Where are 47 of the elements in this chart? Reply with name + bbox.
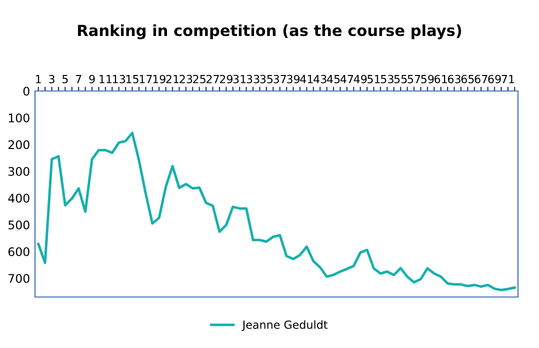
x-tick-label: 23 bbox=[180, 74, 192, 84]
y-tick-label: 700 bbox=[8, 274, 30, 283]
x-tick-label: 5 bbox=[62, 75, 68, 84]
x-tick-label: 55 bbox=[394, 75, 407, 84]
x-tick-label: 17 bbox=[140, 75, 152, 84]
y-tick-label: 500 bbox=[8, 220, 30, 230]
x-tick-label: 63 bbox=[448, 74, 460, 84]
y-tick-label: 100 bbox=[8, 113, 30, 122]
x-tick-label: 41 bbox=[300, 75, 313, 84]
x-tick-label: 27 bbox=[206, 74, 219, 84]
x-tick-label: 39 bbox=[287, 74, 300, 84]
y-tick-label: 200 bbox=[8, 140, 30, 150]
x-tick-label: 29 bbox=[220, 74, 232, 84]
x-tick-label: 49 bbox=[354, 74, 367, 84]
legend-label: Jeanne Geduldt bbox=[242, 320, 328, 331]
x-tick-label: 59 bbox=[421, 74, 434, 84]
x-tick-label: 43 bbox=[314, 74, 326, 84]
x-tick-label: 71 bbox=[502, 75, 514, 84]
x-tick-label: 15 bbox=[126, 75, 138, 84]
x-tick-label: 11 bbox=[100, 75, 112, 84]
x-tick-label: 61 bbox=[434, 74, 447, 84]
chart-title: Ranking in competition (as the course plays) bbox=[78, 24, 462, 40]
x-tick-label: 57 bbox=[408, 75, 420, 84]
y-tick-label: 600 bbox=[8, 247, 30, 256]
x-tick-label: 19 bbox=[153, 74, 166, 84]
y-tick-label: 400 bbox=[8, 194, 30, 203]
x-tick-label: 51 bbox=[368, 75, 380, 84]
x-tick-label: 45 bbox=[326, 75, 340, 84]
x-tick-label: 33 bbox=[246, 74, 260, 84]
x-tick-label: 3 bbox=[49, 74, 54, 84]
x-tick-label: 9 bbox=[89, 74, 95, 84]
y-tick-label: 0 bbox=[23, 86, 30, 96]
line-series bbox=[37, 132, 516, 292]
x-tick-label: 67 bbox=[474, 74, 488, 84]
x-tick-label: 7 bbox=[76, 75, 82, 84]
x-tick-label: 1 bbox=[36, 75, 41, 84]
x-tick-label: 35 bbox=[260, 74, 273, 84]
x-tick-label: 25 bbox=[193, 74, 206, 84]
x-tick-label: 13 bbox=[113, 74, 126, 84]
x-tick-label: 21 bbox=[166, 74, 179, 84]
y-tick-label: 300 bbox=[8, 166, 30, 176]
x-tick-label: 69 bbox=[488, 74, 501, 84]
x-tick-label: 65 bbox=[461, 74, 474, 84]
x-tick-label: 53 bbox=[380, 74, 394, 84]
x-tick-label: 31 bbox=[233, 74, 246, 84]
x-tick-label: 47 bbox=[340, 75, 354, 84]
x-tick-label: 37 bbox=[274, 74, 286, 84]
